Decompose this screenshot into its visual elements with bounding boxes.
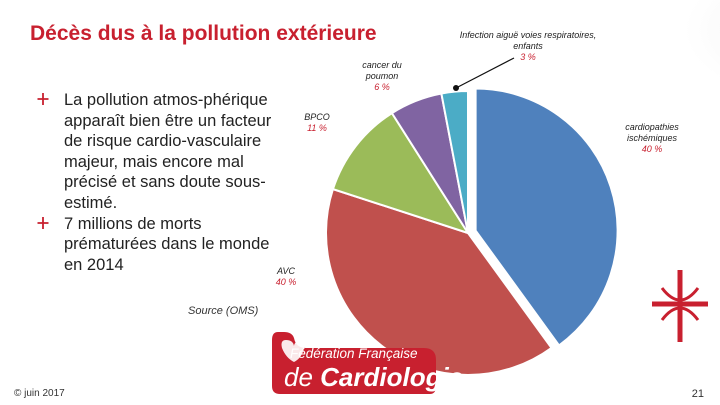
logo-text-de: de bbox=[284, 362, 321, 392]
bullet-item: 7 millions de morts prématurées dans le … bbox=[36, 214, 276, 276]
bullet-item: La pollution atmos-phérique apparaît bie… bbox=[36, 90, 276, 214]
leader-dot bbox=[453, 85, 459, 91]
bullet-text: 7 millions de morts prématurées dans le … bbox=[64, 214, 270, 274]
pie-slice bbox=[331, 111, 471, 235]
bullet-list: La pollution atmos-phérique apparaît bie… bbox=[36, 90, 276, 275]
footer-date: © juin 2017 bbox=[14, 388, 65, 399]
logo-text-line2: de Cardiologie bbox=[284, 362, 463, 393]
slice-value-label: 11 % bbox=[307, 123, 327, 133]
slice-value-label: 40 % bbox=[276, 277, 297, 287]
slice-label: AVC bbox=[276, 266, 296, 276]
bullet-text: La pollution atmos-phérique apparaît bie… bbox=[64, 91, 272, 212]
page-number: 21 bbox=[691, 388, 704, 400]
red-cross-icon bbox=[652, 270, 708, 342]
pie-slice bbox=[440, 89, 469, 234]
slide-title: Décès dus à la pollution extérieure bbox=[30, 22, 377, 45]
ffc-logo: Fédération Française de Cardiologie bbox=[266, 326, 463, 398]
pie-slices bbox=[325, 87, 619, 376]
slice-label: cancer du poumon bbox=[362, 60, 402, 81]
red-cross-bullet-icon bbox=[37, 93, 49, 105]
slice-label: Infection aiguë voies respiratoires, enfa… bbox=[460, 30, 597, 51]
logo-shape bbox=[272, 332, 436, 394]
leader-line bbox=[455, 57, 515, 89]
slice-label: cardiopathies ischémiques bbox=[625, 122, 679, 143]
logo-text-cardiologie: Cardiologie bbox=[320, 362, 464, 392]
slice-value-label: 40 % bbox=[642, 144, 663, 154]
source-note: Source (OMS) bbox=[188, 305, 259, 317]
red-cross-bullet-icon bbox=[37, 216, 49, 229]
logo-text-line1: Fédération Française bbox=[290, 346, 418, 361]
pie-slice bbox=[325, 187, 553, 376]
slice-value-label: 3 % bbox=[520, 52, 536, 62]
pie-slice bbox=[474, 87, 619, 347]
slice-value-label: 6 % bbox=[374, 82, 390, 92]
slice-label: BPCO bbox=[304, 112, 330, 122]
